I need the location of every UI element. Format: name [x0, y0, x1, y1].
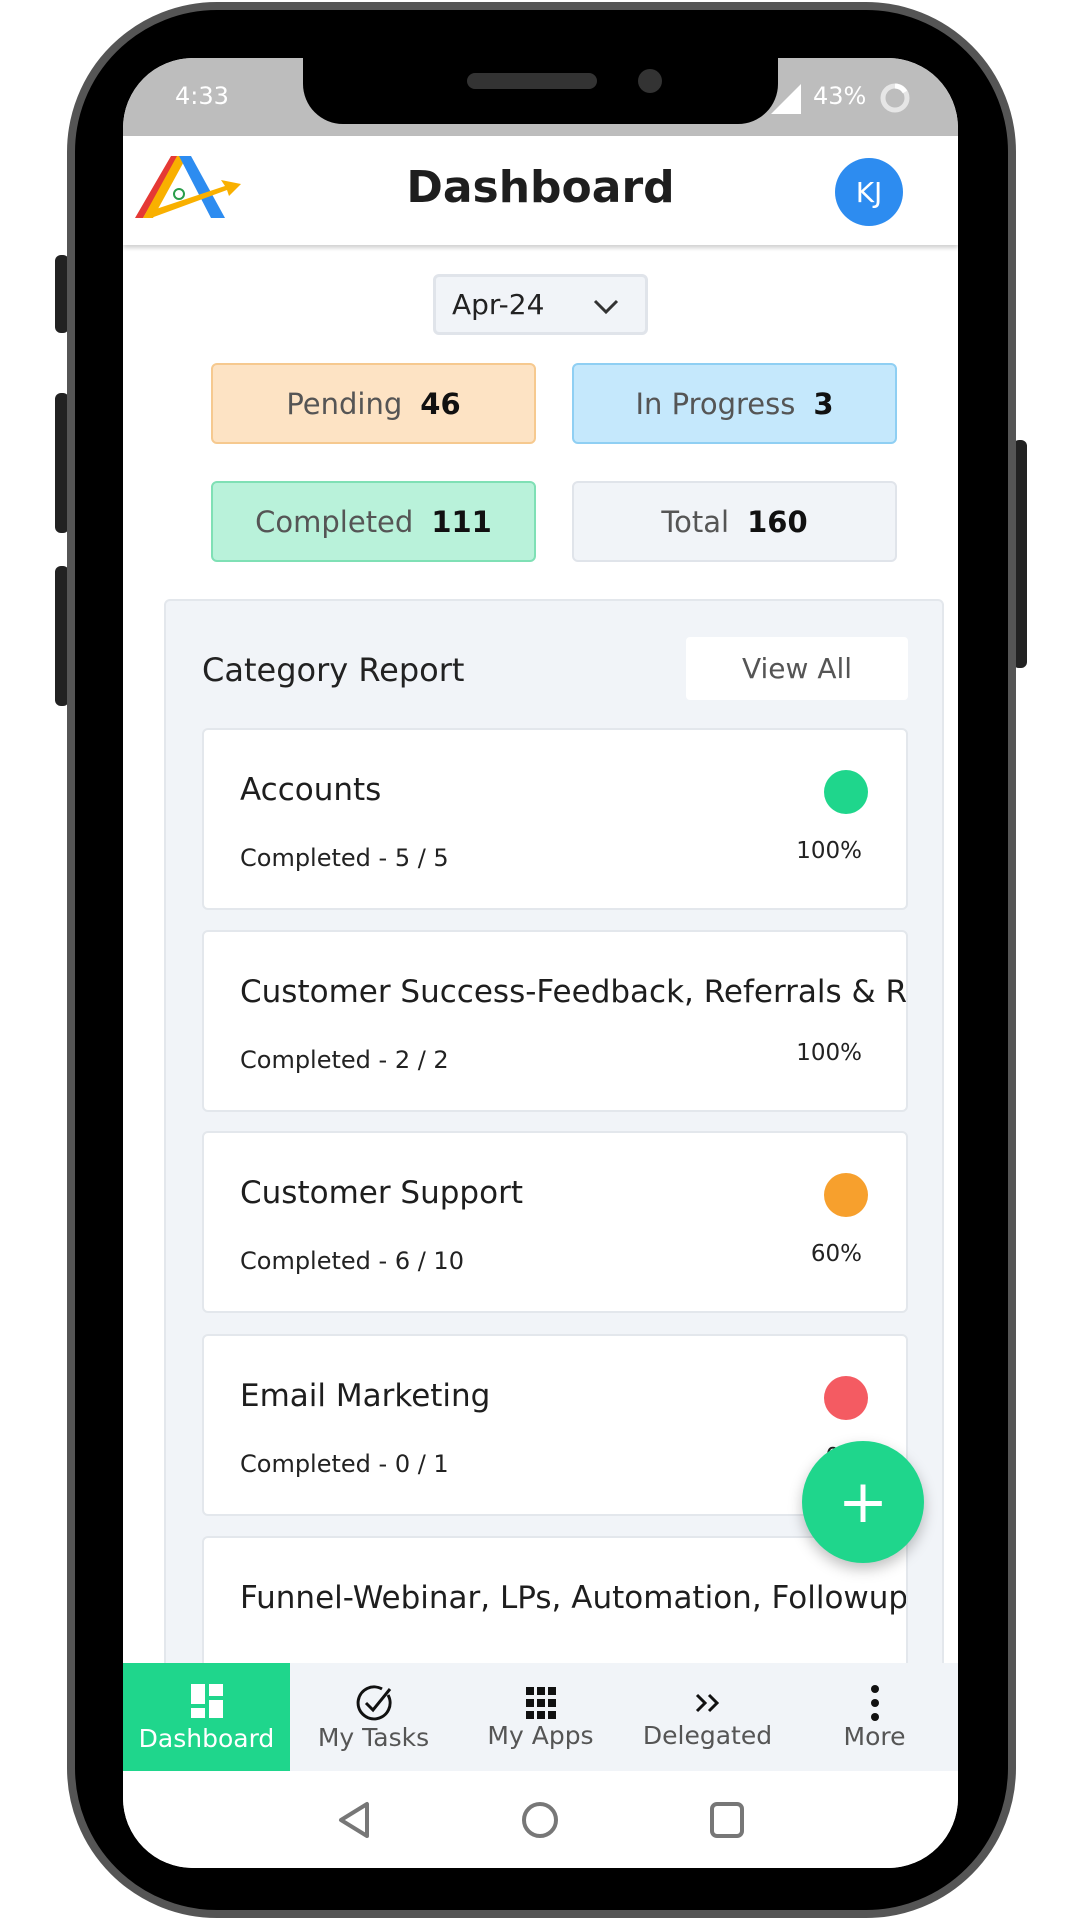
- category-name: Accounts: [240, 772, 382, 808]
- stat-pending[interactable]: Pending 46: [211, 363, 536, 444]
- category-card[interactable]: Email Marketing Completed - 0 / 1 0%: [202, 1334, 908, 1516]
- app-logo: [135, 156, 241, 218]
- screen: 4:33 43% Dashboard KJ Apr-24 Pending 46 I…: [123, 58, 958, 1868]
- category-name: Funnel-Webinar, LPs, Automation, Followu…: [240, 1580, 908, 1616]
- bottom-nav: Dashboard My Tasks My Apps Delegated Mor…: [123, 1663, 958, 1771]
- check-circle-icon: [356, 1684, 392, 1720]
- stat-total[interactable]: Total 160: [572, 481, 897, 562]
- volume-down-button: [55, 566, 69, 706]
- plus-icon: +: [837, 1467, 889, 1537]
- nav-label: My Apps: [487, 1720, 594, 1750]
- stat-label: Total: [661, 504, 730, 539]
- status-time: 4:33: [175, 82, 229, 110]
- dashboard-icon: [190, 1683, 223, 1718]
- month-select-value: Apr-24: [452, 288, 545, 321]
- nav-label: Dashboard: [138, 1723, 275, 1753]
- view-all-button[interactable]: View All: [686, 637, 908, 700]
- month-select[interactable]: Apr-24: [433, 274, 648, 335]
- status-dot: [824, 770, 868, 814]
- stat-label: Pending: [286, 386, 403, 421]
- category-name: Customer Support: [240, 1175, 523, 1211]
- page-title: Dashboard: [406, 162, 675, 213]
- category-completed: Completed - 2 / 2: [240, 1046, 449, 1074]
- system-nav-bar: [123, 1771, 958, 1868]
- battery-icon: [880, 83, 910, 113]
- status-dot: [824, 1376, 868, 1420]
- category-completed: Completed - 6 / 10: [240, 1247, 464, 1275]
- nav-label: Delegated: [642, 1720, 773, 1750]
- stat-value: 111: [431, 504, 492, 539]
- status-dot: [824, 1173, 868, 1217]
- notch: [303, 58, 778, 124]
- avatar[interactable]: KJ: [835, 158, 903, 226]
- signal-icon: [771, 84, 801, 114]
- grid-icon: [525, 1686, 556, 1719]
- stat-value: 160: [747, 504, 808, 539]
- battery-percent: 43%: [813, 82, 867, 110]
- nav-delegated[interactable]: Delegated: [624, 1663, 791, 1771]
- nav-more[interactable]: More: [791, 1663, 958, 1771]
- stat-label: In Progress: [635, 386, 796, 421]
- nav-label: More: [843, 1721, 906, 1751]
- volume-up-button: [55, 393, 69, 533]
- nav-my-tasks[interactable]: My Tasks: [290, 1663, 457, 1771]
- category-card[interactable]: Customer Success-Feedback, Referrals & R…: [202, 930, 908, 1112]
- category-percent: 60%: [810, 1241, 862, 1267]
- category-percent: 100%: [796, 838, 862, 864]
- nav-my-apps[interactable]: My Apps: [457, 1663, 624, 1771]
- category-completed: Completed - 0 / 1: [240, 1450, 449, 1478]
- power-button: [1013, 440, 1027, 668]
- add-button[interactable]: +: [802, 1441, 924, 1563]
- stat-completed[interactable]: Completed 111: [211, 481, 536, 562]
- category-card[interactable]: Accounts Completed - 5 / 5 100%: [202, 728, 908, 910]
- chevron-down-icon: [593, 299, 619, 315]
- recents-icon[interactable]: [709, 1801, 745, 1839]
- app-header: Dashboard KJ: [123, 136, 958, 245]
- back-icon[interactable]: [337, 1801, 371, 1839]
- mute-switch: [55, 255, 69, 333]
- category-completed: Completed - 5 / 5: [240, 844, 449, 872]
- stat-label: Completed: [255, 504, 414, 539]
- more-vertical-icon: [870, 1684, 879, 1721]
- nav-dashboard[interactable]: Dashboard: [123, 1663, 290, 1771]
- status-bar: 4:33 43%: [123, 58, 958, 136]
- category-card[interactable]: Customer Support Completed - 6 / 10 60%: [202, 1131, 908, 1313]
- category-report-title: Category Report: [202, 651, 465, 689]
- stat-value: 3: [813, 386, 834, 421]
- double-chevron-icon: [695, 1693, 719, 1712]
- nav-label: My Tasks: [317, 1722, 430, 1752]
- category-name: Customer Success-Feedback, Referrals & R…: [240, 974, 906, 1010]
- stat-value: 46: [420, 386, 461, 421]
- category-name: Email Marketing: [240, 1378, 491, 1414]
- stat-in-progress[interactable]: In Progress 3: [572, 363, 897, 444]
- home-icon[interactable]: [521, 1801, 559, 1839]
- category-percent: 100%: [796, 1040, 862, 1066]
